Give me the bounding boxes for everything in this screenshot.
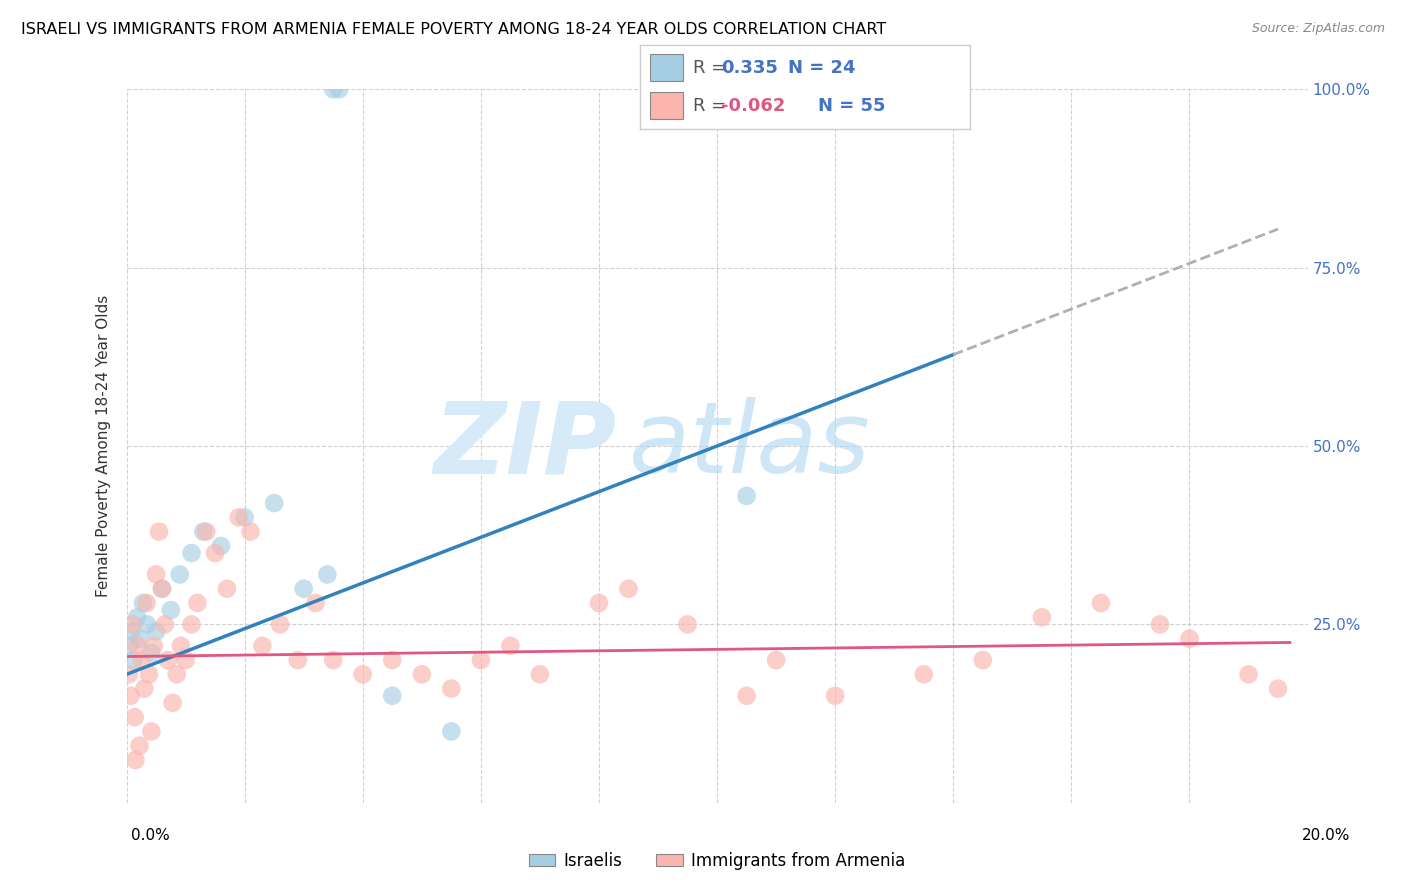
Point — [128, 739, 150, 753]
Point — [470, 653, 492, 667]
Point — [292, 582, 315, 596]
Point — [170, 639, 193, 653]
Point — [124, 753, 146, 767]
Point — [150, 582, 173, 596]
Point — [228, 510, 250, 524]
Point — [529, 667, 551, 681]
Text: atlas: atlas — [628, 398, 870, 494]
Point — [136, 617, 159, 632]
Text: N = 55: N = 55 — [818, 97, 886, 115]
Point — [215, 582, 238, 596]
Point — [381, 653, 404, 667]
Point — [142, 639, 165, 653]
Point — [322, 82, 344, 96]
Text: 0.335: 0.335 — [721, 59, 778, 77]
Point — [135, 596, 157, 610]
Point — [972, 653, 994, 667]
Point — [131, 653, 153, 667]
Point — [138, 667, 160, 681]
Point — [440, 681, 463, 696]
Text: R =: R = — [693, 97, 731, 115]
Point — [127, 639, 149, 653]
Point — [676, 617, 699, 632]
Point — [233, 510, 256, 524]
Point — [174, 653, 197, 667]
Point — [180, 546, 202, 560]
Point — [1237, 667, 1260, 681]
Point — [381, 689, 404, 703]
Point — [166, 667, 188, 681]
Text: -0.062: -0.062 — [721, 97, 785, 115]
Point — [912, 667, 935, 681]
Point — [169, 567, 191, 582]
Point — [195, 524, 218, 539]
Point — [162, 696, 184, 710]
Legend: Israelis, Immigrants from Armenia: Israelis, Immigrants from Armenia — [522, 846, 912, 877]
Point — [209, 539, 232, 553]
Point — [287, 653, 309, 667]
Point — [1267, 681, 1289, 696]
Point — [120, 624, 142, 639]
Point — [128, 632, 150, 646]
Point — [824, 689, 846, 703]
Point — [120, 689, 142, 703]
Point — [118, 667, 141, 681]
Point — [145, 624, 167, 639]
Point — [193, 524, 215, 539]
Point — [1031, 610, 1053, 624]
Point — [411, 667, 433, 681]
Point — [1178, 632, 1201, 646]
Point — [141, 724, 163, 739]
Point — [153, 617, 176, 632]
Point — [145, 567, 167, 582]
Point — [124, 710, 146, 724]
Point — [735, 689, 758, 703]
Point — [1149, 617, 1171, 632]
Text: ZIP: ZIP — [433, 398, 617, 494]
Text: Source: ZipAtlas.com: Source: ZipAtlas.com — [1251, 22, 1385, 36]
Point — [121, 617, 143, 632]
Point — [304, 596, 326, 610]
Point — [186, 596, 208, 610]
Text: ISRAELI VS IMMIGRANTS FROM ARMENIA FEMALE POVERTY AMONG 18-24 YEAR OLDS CORRELAT: ISRAELI VS IMMIGRANTS FROM ARMENIA FEMAL… — [21, 22, 886, 37]
Point — [239, 524, 262, 539]
Text: 20.0%: 20.0% — [1302, 828, 1350, 843]
Point — [322, 653, 344, 667]
Point — [588, 596, 610, 610]
Point — [1090, 596, 1112, 610]
Point — [156, 653, 179, 667]
Point — [252, 639, 274, 653]
Point — [765, 653, 787, 667]
Point — [118, 639, 141, 653]
Text: R =: R = — [693, 59, 731, 77]
Point — [141, 646, 163, 660]
Point — [328, 82, 350, 96]
FancyBboxPatch shape — [650, 92, 683, 120]
Text: 0.0%: 0.0% — [131, 828, 170, 843]
Point — [440, 724, 463, 739]
Point — [127, 610, 149, 624]
Point — [735, 489, 758, 503]
Point — [499, 639, 522, 653]
Point — [122, 653, 145, 667]
Point — [134, 681, 156, 696]
Point — [352, 667, 374, 681]
Point — [148, 524, 170, 539]
Point — [316, 567, 339, 582]
Point — [150, 582, 173, 596]
Y-axis label: Female Poverty Among 18-24 Year Olds: Female Poverty Among 18-24 Year Olds — [96, 295, 111, 597]
Point — [269, 617, 291, 632]
Point — [263, 496, 285, 510]
Point — [617, 582, 640, 596]
Point — [204, 546, 226, 560]
Point — [132, 596, 155, 610]
Point — [160, 603, 183, 617]
Text: N = 24: N = 24 — [789, 59, 856, 77]
FancyBboxPatch shape — [650, 54, 683, 81]
Point — [180, 617, 202, 632]
